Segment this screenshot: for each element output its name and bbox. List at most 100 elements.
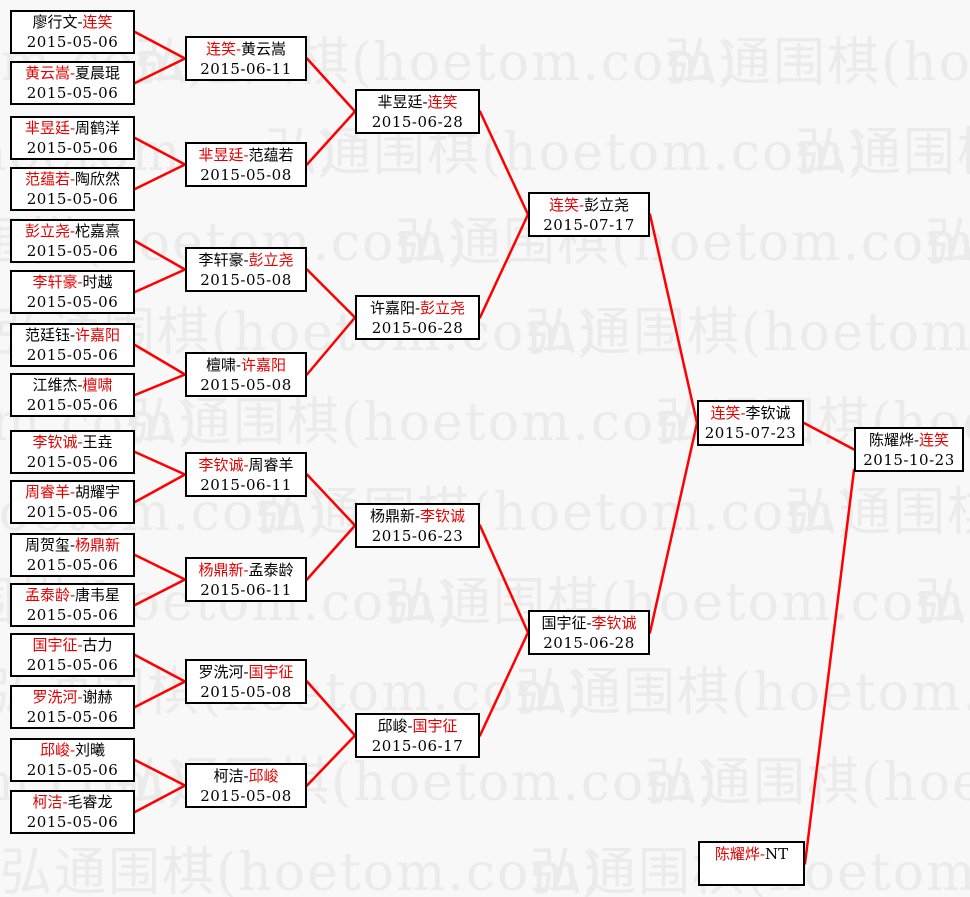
match-box: 邱峻-刘曦 2015-05-06: [10, 738, 135, 782]
connector-line: [133, 578, 187, 607]
loser-name: 国宇征: [541, 613, 587, 632]
match-box: 连笑-李钦诚 2015-07-23: [697, 400, 804, 446]
match-box: 连笑-彭立尧 2015-07-17: [528, 192, 650, 237]
match-box: 国宇征-古力 2015-05-06: [10, 633, 135, 677]
dash-separator: -: [77, 376, 83, 394]
dash-separator: -: [69, 170, 76, 188]
dash-separator: -: [69, 741, 76, 759]
winner-name: 周睿羊: [24, 483, 70, 501]
winner-name: 许嘉阳: [241, 355, 287, 374]
connector-line: [133, 450, 187, 476]
dash-separator: -: [243, 560, 249, 579]
match-result: 李钦诚-王垚: [32, 432, 112, 452]
match-date: 2015-05-06: [26, 242, 119, 260]
winner-name: 国宇征: [32, 636, 78, 654]
winner-name: 连笑: [82, 13, 113, 31]
match-result: 范廷钰-许嘉阳: [25, 325, 120, 345]
loser-name: 范蕴若: [248, 145, 294, 164]
match-date: 2015-06-17: [371, 736, 464, 755]
match-box: 周贺玺-杨鼎新 2015-05-06: [10, 533, 135, 577]
dash-separator: -: [235, 39, 242, 58]
match-result: 国宇征-古力: [32, 635, 112, 655]
match-date: 2015-05-06: [26, 708, 119, 726]
loser-name: 刘曦: [75, 741, 106, 759]
connector-line: [305, 110, 357, 166]
match-box: 芈昱廷-范蕴若 2015-05-08: [185, 142, 307, 187]
match-result: 彭立尧-柁嘉熹: [25, 221, 120, 241]
match-date: 2015-05-06: [26, 139, 119, 157]
match-result: 邱峻-国宇征: [377, 716, 457, 736]
connector-line: [133, 373, 187, 397]
match-date: 2015-06-28: [543, 633, 635, 652]
match-result: 罗洗河-国宇征: [198, 662, 293, 682]
connector-line: [133, 784, 187, 814]
dash-separator: -: [243, 662, 249, 681]
loser-name: 柁嘉熹: [75, 222, 121, 240]
match-box: 罗洗河-国宇征 2015-05-08: [185, 659, 307, 704]
match-box: 柯洁-邱峻 2015-05-08: [185, 763, 307, 808]
dash-separator: -: [77, 273, 83, 291]
dash-separator: -: [243, 455, 249, 474]
match-date: 2015-07-23: [704, 424, 797, 442]
loser-name: 檀啸: [205, 355, 236, 374]
match-result: 罗洗河-谢赫: [32, 687, 112, 707]
dash-separator: -: [77, 688, 83, 706]
match-result: 柯洁-毛睿龙: [32, 792, 112, 812]
winner-name: 李钦诚: [32, 433, 78, 451]
loser-name: 许嘉阳: [369, 298, 415, 317]
match-result: 连笑-彭立尧: [549, 195, 629, 215]
dash-separator: -: [586, 613, 592, 632]
winner-name: 国宇征: [412, 716, 458, 735]
match-box: 许嘉阳-彭立尧 2015-06-28: [355, 295, 480, 340]
loser-name: 李轩豪: [198, 250, 244, 269]
match-box: 李轩豪-彭立尧 2015-05-08: [185, 247, 307, 292]
match-box: 孟泰龄-唐韦星 2015-05-06: [10, 583, 135, 627]
winner-name: 黄云嵩: [24, 64, 70, 82]
match-date: 2015-05-06: [26, 33, 119, 51]
match-date: 2015-06-11: [200, 59, 292, 78]
match-date: 2015-05-08: [200, 786, 292, 805]
connector-line: [133, 653, 187, 683]
match-date: 2015-05-06: [26, 503, 119, 521]
dash-separator: -: [740, 404, 746, 422]
match-box: 江维杰-檀啸 2015-05-06: [10, 373, 135, 417]
loser-name: 毛睿龙: [67, 793, 113, 811]
connector-line: [478, 524, 530, 634]
match-box: 范廷钰-许嘉阳 2015-05-06: [10, 323, 135, 367]
winner-name: 彭立尧: [248, 250, 294, 269]
match-result: 许嘉阳-彭立尧: [370, 298, 465, 318]
dash-separator: -: [243, 766, 249, 785]
dash-separator: -: [69, 483, 76, 501]
winner-name: 杨鼎新: [198, 560, 244, 579]
loser-name: 江维杰: [32, 376, 78, 394]
connector-line: [305, 734, 357, 787]
connector-line: [133, 758, 187, 787]
dash-separator: -: [913, 430, 920, 449]
winner-name: 芈昱廷: [24, 119, 70, 137]
match-result: 陈耀烨-连笑: [869, 430, 949, 450]
loser-name: 杨鼎新: [369, 506, 415, 525]
winner-name: 陈耀烨: [714, 844, 760, 863]
match-date: 2015-07-17: [543, 215, 635, 234]
loser-name: 时越: [82, 273, 113, 291]
winner-name: 连笑: [205, 39, 236, 58]
loser-name: 黄云嵩: [241, 39, 287, 58]
dash-separator: -: [69, 326, 76, 344]
connector-line: [133, 473, 187, 504]
match-date: 2015-06-11: [200, 580, 292, 599]
match-date: 2015-05-06: [26, 453, 119, 471]
match-result: 陈耀烨-NT: [715, 844, 788, 864]
loser-name: 古力: [82, 636, 113, 654]
match-date: 2015-05-06: [26, 346, 119, 364]
match-result: 檀啸-许嘉阳: [206, 355, 286, 375]
dash-separator: -: [414, 298, 421, 317]
connector-line: [133, 30, 187, 60]
match-box: 芈昱廷-周鹤洋 2015-05-06: [10, 116, 135, 160]
match-box: 李钦诚-周睿羊 2015-06-11: [185, 452, 307, 497]
winner-name: 罗洗河: [32, 688, 78, 706]
dash-separator: -: [69, 536, 76, 554]
match-result: 柯洁-邱峻: [213, 766, 278, 786]
winner-name: 李钦诚: [591, 613, 637, 632]
loser-name: 彭立尧: [584, 195, 630, 214]
